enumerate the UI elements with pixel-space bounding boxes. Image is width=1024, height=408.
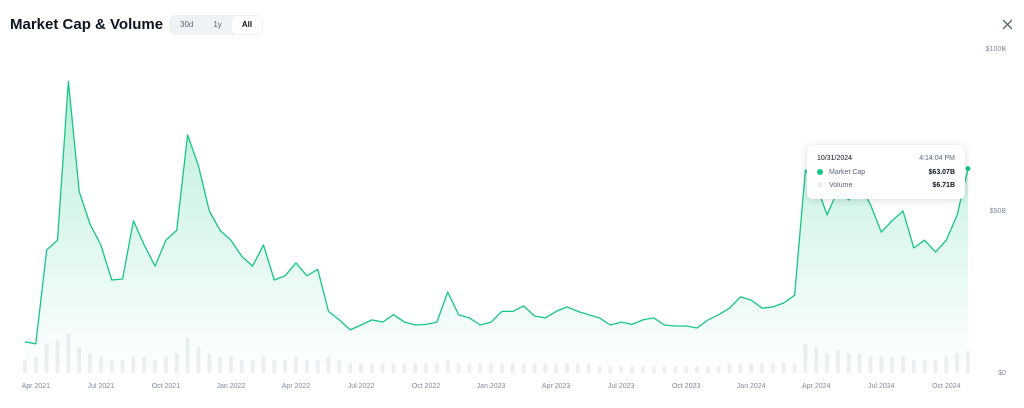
tooltip-value: $63.07B xyxy=(928,169,955,176)
x-tick-label: Jan 2022 xyxy=(217,383,246,390)
x-tick-label: Oct 2021 xyxy=(152,383,181,390)
range-toggle: 30d 1y All xyxy=(169,15,264,35)
range-button[interactable]: 30d xyxy=(180,20,194,29)
legend-label: Volume xyxy=(829,182,853,189)
y-tick-label: $100B xyxy=(986,46,1007,53)
x-tick-label: Oct 2024 xyxy=(932,383,961,390)
hover-dot xyxy=(965,166,971,172)
x-tick-label: Jul 2024 xyxy=(868,383,895,390)
area-fill xyxy=(25,81,968,374)
tooltip: 10/31/2024 4:14:04 PM Market Cap $63.07B V… xyxy=(807,145,965,199)
x-tick-label: Oct 2023 xyxy=(672,383,701,390)
x-tick-label: Jul 2022 xyxy=(348,383,375,390)
legend-dot xyxy=(817,182,823,189)
legend-dot xyxy=(817,169,823,176)
plot: $0 $50B $100B Apr 2021 Jul 2021 Oct 2021 Jan 2… xyxy=(22,46,1007,390)
x-tick-label: Apr 2023 xyxy=(542,383,571,390)
tooltip-date: 10/31/2024 xyxy=(817,155,853,162)
x-tick-label: Jan 2023 xyxy=(477,383,506,390)
y-tick-label: $50B xyxy=(990,208,1007,215)
x-tick-label: Apr 2021 xyxy=(22,383,51,390)
title: Market Cap & Volume xyxy=(10,16,164,33)
x-tick-label: Jan 2024 xyxy=(737,383,766,390)
x-tick-label: Apr 2024 xyxy=(802,383,831,390)
tooltip-value: $6.71B xyxy=(932,182,955,189)
close-button[interactable] xyxy=(1002,19,1013,30)
x-tick-label: Oct 2022 xyxy=(412,383,441,390)
range-button[interactable]: All xyxy=(231,16,263,34)
x-tick-label: Jul 2021 xyxy=(88,383,115,390)
x-tick-label: Apr 2022 xyxy=(282,383,311,390)
y-tick-label: $0 xyxy=(998,370,1006,377)
legend-label: Market Cap xyxy=(829,169,866,176)
range-button[interactable]: 1y xyxy=(213,20,222,29)
tooltip-time: 4:14:04 PM xyxy=(919,155,955,162)
x-tick-label: Jul 2023 xyxy=(608,383,635,390)
